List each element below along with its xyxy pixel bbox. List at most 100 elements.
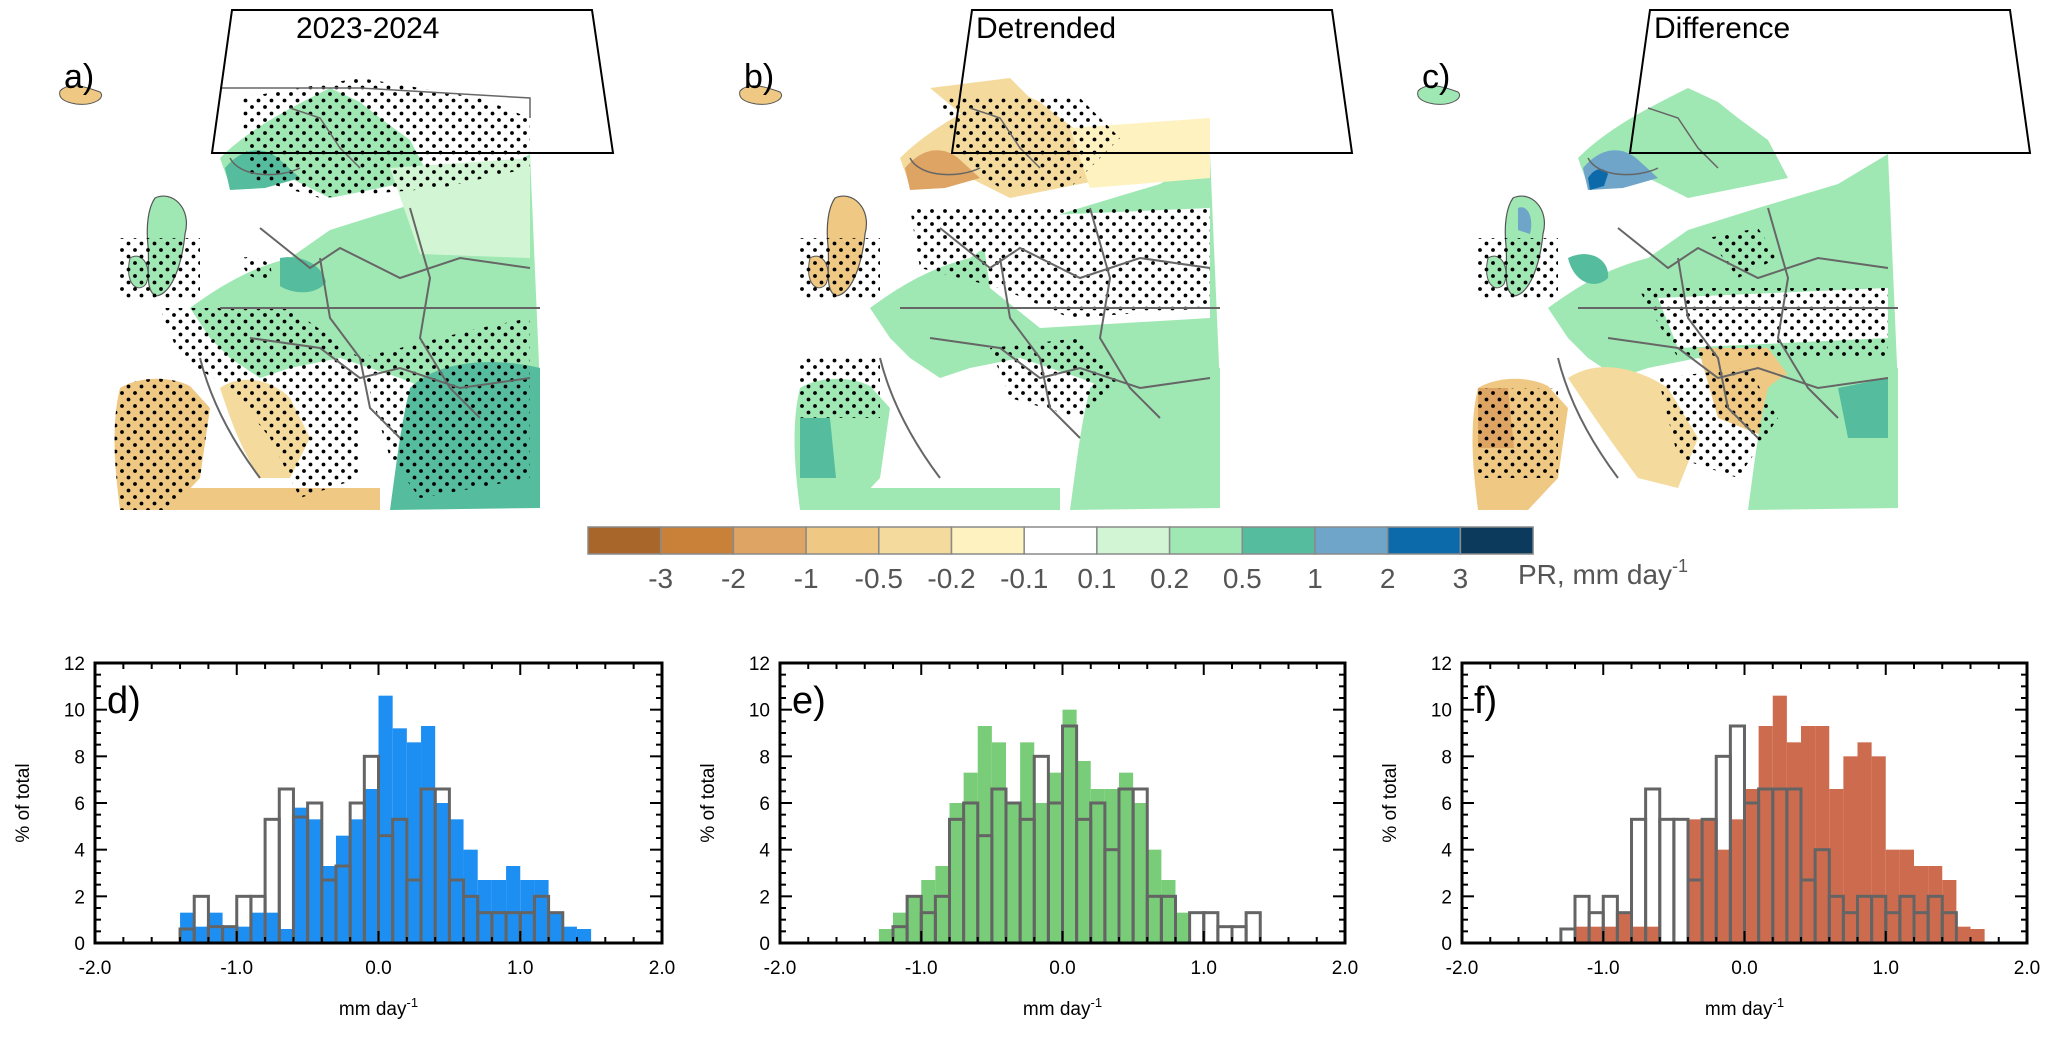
- hist-bar-filled: [562, 926, 577, 943]
- hist-bar-filled: [1956, 926, 1971, 943]
- hist-bar-filled: [236, 926, 251, 943]
- y-tick-label: 0: [1441, 934, 1452, 955]
- hist-bar-filled: [1730, 819, 1745, 943]
- hist-bar-filled: [1829, 789, 1844, 943]
- colorbar-swatch-3: [805, 526, 880, 555]
- x-tick-label: -1.0: [905, 958, 938, 979]
- map-letter-a: a): [64, 58, 94, 96]
- y-tick-label: 10: [1431, 701, 1452, 722]
- hist-bar-filled: [222, 926, 237, 943]
- hist-bar-filled: [534, 880, 549, 943]
- hist-bar-filled: [1048, 772, 1063, 943]
- y-tick-label: 0: [74, 934, 85, 955]
- x-tick-label: 2.0: [649, 958, 675, 979]
- y-tick-label: 10: [749, 701, 770, 722]
- x-axis-label-sup: -1: [1773, 995, 1785, 1010]
- hist-bar-filled: [1161, 880, 1176, 943]
- y-axis-label: % of total: [698, 763, 719, 842]
- hist-bar-filled: [293, 807, 308, 943]
- x-tick-label: 1.0: [1191, 958, 1217, 979]
- map-field-a: [59, 78, 540, 510]
- colorbar-tick-label: 3: [1453, 563, 1469, 594]
- hist-bar-filled: [1772, 695, 1787, 943]
- colorbar-tick-label: -0.2: [927, 563, 975, 594]
- map-panel-a: a) 2023-2024: [59, 9, 615, 510]
- colorbar-tick-label: 1: [1307, 563, 1323, 594]
- hist-bar-outline: [1230, 925, 1248, 945]
- hist-bar-filled: [949, 803, 964, 943]
- hist-bar-filled: [935, 866, 950, 943]
- x-tick-label: -2.0: [764, 958, 797, 979]
- y-axis-label: % of total: [13, 763, 34, 842]
- hist-bar-filled: [548, 912, 563, 943]
- y-tick-label: 6: [74, 794, 85, 815]
- y-tick-label: 8: [74, 747, 85, 768]
- hist-bar-filled: [406, 742, 422, 943]
- hist-bar-filled: [1744, 789, 1759, 943]
- x-tick-label: 2.0: [1332, 958, 1358, 979]
- hist-bar-filled: [1857, 742, 1872, 943]
- hist-bar-filled: [1062, 709, 1077, 943]
- map-panel-b: b) Detrended: [739, 9, 1354, 510]
- hist-letter: f): [1474, 680, 1497, 722]
- hist-bar-outline: [277, 787, 295, 945]
- colorbar-swatch-5: [950, 526, 1025, 555]
- colorbar-swatch-10: [1314, 526, 1389, 555]
- x-axis-label: mm day-1: [339, 995, 418, 1020]
- hist-bar-filled: [435, 803, 450, 943]
- y-tick-label: 2: [759, 887, 770, 908]
- x-axis-label: mm day-1: [1023, 995, 1102, 1020]
- hist-bar-filled: [1702, 819, 1717, 943]
- map-title-a: 2023-2024: [296, 12, 439, 45]
- colorbar-label-main: PR, mm day: [1518, 559, 1672, 590]
- hist-bar-outline: [1630, 817, 1648, 945]
- hist-bar-filled: [506, 866, 521, 943]
- y-tick-label: 12: [64, 654, 85, 675]
- hist-bar-outline: [1559, 927, 1577, 945]
- x-axis-label-main: mm day: [1705, 999, 1773, 1020]
- hist-bar-filled: [1006, 803, 1021, 943]
- hist-bar-filled: [1076, 761, 1091, 943]
- hist-bar-filled: [1175, 912, 1190, 943]
- hist-bar-filled: [1034, 803, 1049, 943]
- hist-bar-filled: [1758, 726, 1773, 943]
- histogram-d: 0 2 4 6 8 10 12 -2.0 -1.0 0.0 1.0 2.0 mm day-1 % of t…: [13, 654, 675, 1020]
- hist-bar-filled: [1589, 926, 1604, 943]
- hist-bar-filled: [1970, 929, 1985, 943]
- y-tick-label: 12: [1431, 654, 1452, 675]
- hist-bar-filled: [907, 896, 922, 943]
- colorbar-label-sup: -1: [1672, 556, 1688, 576]
- hist-bar-filled: [335, 835, 351, 943]
- colorbar-tick-label: -2: [721, 563, 746, 594]
- histogram-f: 0 2 4 6 8 10 12 -2.0 -1.0 0.0 1.0 2.0 mm day-1 % of t…: [1380, 654, 2040, 1020]
- hist-bar-filled: [265, 912, 280, 943]
- y-axis-label: % of total: [1380, 763, 1401, 842]
- hist-bar-filled: [1603, 926, 1618, 943]
- hist-bar-filled: [1885, 849, 1900, 943]
- hist-bar-filled: [576, 929, 592, 943]
- colorbar-tick-label: 0.1: [1077, 563, 1116, 594]
- hist-bar-filled: [421, 726, 436, 943]
- map-field-b: [739, 78, 1220, 510]
- colorbar-swatch-2: [732, 526, 807, 555]
- hist-bar-filled: [878, 929, 893, 943]
- hist-bar-outline: [1188, 911, 1206, 945]
- hist-bar-filled: [364, 789, 379, 943]
- hist-bar-filled: [307, 819, 322, 943]
- hist-bar-outline: [1216, 925, 1234, 945]
- colorbar-tick-label: -0.1: [1000, 563, 1048, 594]
- colorbar-tick-labels: -3 -2 -1 -0.5 -0.2 -0.1 0.1 0.2 0.5 1 2 3: [648, 563, 1468, 594]
- hist-bar-filled: [1928, 866, 1943, 943]
- x-tick-label: 0.0: [365, 958, 391, 979]
- colorbar-tick-label: -0.5: [855, 563, 903, 594]
- map-letter-c: c): [1422, 58, 1450, 96]
- region-box-c: [1628, 9, 2032, 154]
- y-tick-label: 4: [759, 841, 770, 862]
- x-tick-label: 0.0: [1731, 958, 1757, 979]
- x-tick-label: -2.0: [79, 958, 112, 979]
- colorbar: [587, 526, 1534, 555]
- colorbar-swatch-8: [1168, 526, 1244, 555]
- region-box-b: [950, 9, 1354, 154]
- hist-letter: d): [107, 680, 141, 722]
